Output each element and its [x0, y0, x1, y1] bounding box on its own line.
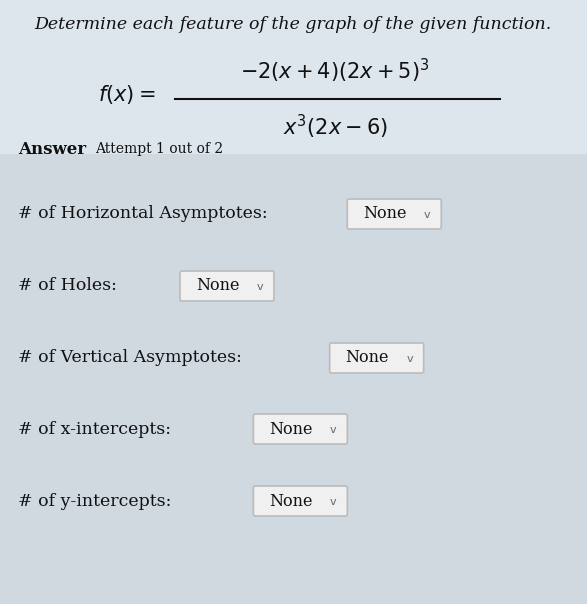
Text: Determine each feature of the graph of the given function.: Determine each feature of the graph of t…: [35, 16, 552, 33]
Bar: [0, 154, 587, 604]
Text: # of y-intercepts:: # of y-intercepts:: [18, 492, 171, 510]
Text: # of Horizontal Asymptotes:: # of Horizontal Asymptotes:: [18, 205, 268, 222]
FancyBboxPatch shape: [254, 414, 348, 444]
Text: None: None: [269, 420, 313, 437]
Text: None: None: [363, 205, 407, 222]
FancyBboxPatch shape: [180, 271, 274, 301]
Text: v: v: [257, 282, 264, 292]
Text: v: v: [330, 425, 337, 435]
Text: $x^3(2x-6)$: $x^3(2x-6)$: [282, 113, 387, 141]
FancyBboxPatch shape: [254, 486, 348, 516]
Text: # of Holes:: # of Holes:: [18, 277, 117, 295]
Text: $f(x)=$: $f(x)=$: [97, 83, 155, 106]
Text: None: None: [346, 350, 389, 367]
Text: Attempt 1 out of 2: Attempt 1 out of 2: [95, 142, 223, 156]
FancyBboxPatch shape: [348, 199, 441, 229]
Text: $-2(x+4)(2x+5)^3$: $-2(x+4)(2x+5)^3$: [240, 57, 430, 85]
Text: # of x-intercepts:: # of x-intercepts:: [18, 420, 171, 437]
Text: None: None: [269, 492, 313, 510]
Text: v: v: [406, 354, 413, 364]
Text: Answer: Answer: [18, 141, 86, 158]
Text: v: v: [424, 210, 431, 220]
FancyBboxPatch shape: [330, 343, 424, 373]
Text: # of Vertical Asymptotes:: # of Vertical Asymptotes:: [18, 350, 242, 367]
Text: v: v: [330, 497, 337, 507]
Bar: [0, 0, 587, 154]
Text: None: None: [196, 277, 239, 295]
